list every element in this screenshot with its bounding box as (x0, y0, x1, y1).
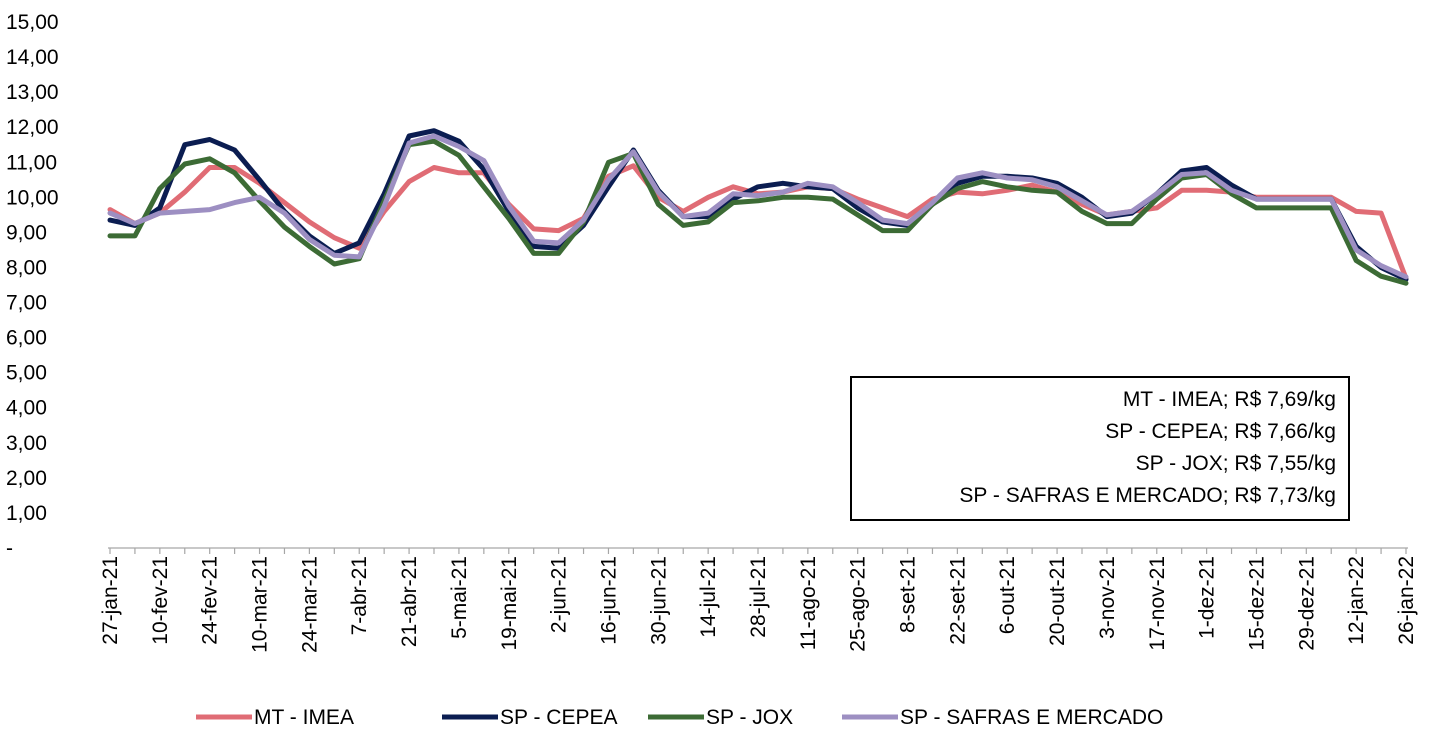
series-line-sp-jox (107, 138, 1409, 286)
x-tick-label: 5-mai-21 (448, 556, 471, 639)
series-lines (107, 128, 1409, 286)
legend: MT - IMEA SP - CEPEA SP - JOX SP - SAFRAS E… (196, 706, 1163, 729)
x-tick-label: 6-out-21 (996, 556, 1019, 634)
x-tick-label: 16-jun-21 (597, 556, 620, 645)
x-tick-label: 2-jun-21 (548, 556, 571, 633)
x-tick-label: 7-abr-21 (348, 556, 371, 635)
x-tick-label: 26-jan-22 (1395, 556, 1418, 645)
x-tick-label: 8-set-21 (897, 556, 920, 633)
y-tick-label: 9,00 (6, 221, 47, 244)
y-tick-label: 15,00 (6, 11, 59, 34)
x-tick-label: 28-jul-21 (747, 556, 770, 638)
x-tick-label: 24-mar-21 (298, 556, 321, 653)
series-line-mt-imea (107, 163, 1409, 281)
x-tick-label: 21-abr-21 (398, 556, 421, 647)
y-tick-label: 2,00 (6, 467, 47, 490)
annotation-line: SP - SAFRAS E MERCADO; R$ 7,73/kg (959, 484, 1336, 507)
annotation-box: MT - IMEA; R$ 7,69/kg SP - CEPEA; R$ 7,66… (850, 376, 1350, 521)
legend-label: SP - CEPEA (500, 706, 618, 729)
y-tick-label: 10,00 (6, 186, 59, 209)
y-axis-ticks: - 1,00 2,00 3,00 4,00 5,00 6,00 7,00 8,00 9,00 10,… (6, 11, 59, 560)
y-tick-label: 14,00 (6, 46, 59, 69)
annotation-line: SP - CEPEA; R$ 7,66/kg (1105, 420, 1336, 443)
y-tick-label: 8,00 (6, 256, 47, 279)
x-tick-label: 11-ago-21 (797, 556, 820, 650)
legend-label: SP - JOX (706, 706, 793, 729)
x-tick-label: 20-out-21 (1046, 556, 1069, 646)
series-line-sp-cepea (107, 128, 1409, 282)
legend-label: SP - SAFRAS E MERCADO (900, 706, 1163, 729)
x-tick-label: 29-dez-21 (1295, 556, 1318, 651)
series-line-sp-safras-e-mercado (107, 133, 1409, 280)
x-tick-label: 30-jun-21 (647, 556, 670, 645)
y-tick-label: 12,00 (6, 116, 59, 139)
y-tick-label: 13,00 (6, 81, 59, 104)
annotation-line: MT - IMEA; R$ 7,69/kg (1123, 388, 1336, 411)
x-tick-label: 17-nov-21 (1146, 556, 1169, 651)
x-tick-label: 19-mai-21 (498, 556, 521, 651)
y-tick-label: 6,00 (6, 327, 47, 350)
x-tick-label: 3-nov-21 (1096, 556, 1119, 639)
legend-label: MT - IMEA (254, 706, 354, 729)
x-tick-label: 27-jan-21 (99, 556, 122, 645)
x-tick-label: 1-dez-21 (1196, 556, 1219, 639)
y-tick-label: 3,00 (6, 432, 47, 455)
annotation-frame (850, 376, 1350, 521)
x-tick-label: 15-dez-21 (1245, 556, 1268, 651)
y-tick-label: 1,00 (6, 502, 47, 525)
annotation-line: SP - JOX; R$ 7,55/kg (1136, 452, 1336, 475)
x-tick-label: 22-set-21 (946, 556, 969, 645)
x-tick-label: 10-fev-21 (149, 556, 172, 645)
x-tick-label: 10-mar-21 (249, 556, 272, 653)
x-tick-label: 12-jan-22 (1345, 556, 1368, 645)
y-tick-label: 11,00 (6, 151, 57, 174)
y-tick-label: - (6, 537, 13, 560)
x-axis: 27-jan-21 10-fev-21 24-fev-21 10-mar-21 24-m… (99, 547, 1418, 653)
y-tick-label: 4,00 (6, 397, 47, 420)
y-tick-label: 7,00 (6, 292, 47, 315)
x-tick-label: 14-jul-21 (697, 556, 720, 638)
x-tick-label: 24-fev-21 (199, 556, 222, 645)
x-tick-label: 25-ago-21 (847, 556, 870, 652)
y-tick-label: 5,00 (6, 362, 47, 385)
